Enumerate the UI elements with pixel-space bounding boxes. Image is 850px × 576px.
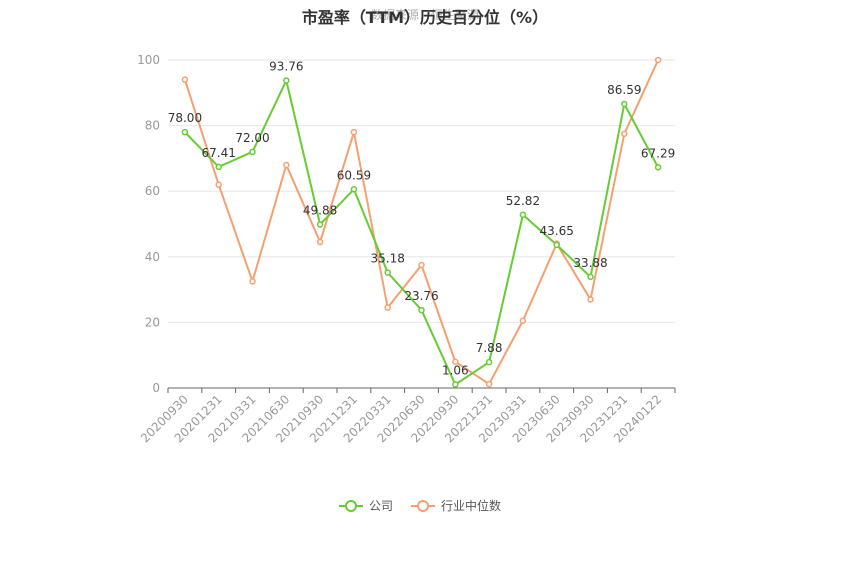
data-point[interactable] [485, 380, 493, 388]
data-label: 52.82 [506, 194, 540, 208]
data-point[interactable] [283, 161, 290, 169]
data-point[interactable] [587, 296, 594, 303]
data-label: 86.59 [607, 83, 641, 97]
data-point[interactable] [316, 238, 324, 246]
data-point[interactable] [384, 304, 391, 311]
y-tick-label: 0 [152, 381, 160, 395]
data-point[interactable] [316, 221, 324, 228]
grid-lines [168, 59, 675, 323]
y-tick-labels: 0 20 40 60 80 100 [137, 53, 160, 395]
data-point[interactable] [350, 186, 358, 193]
data-label: 35.18 [371, 252, 405, 266]
series-line [183, 59, 660, 386]
chart-watermark: 数据来源：恒生聚源 [370, 8, 479, 22]
data-point[interactable] [418, 306, 425, 314]
data-point[interactable] [485, 358, 493, 366]
y-tick-label: 40 [145, 250, 160, 264]
data-point[interactable] [654, 164, 662, 171]
legend-swatch-marker [345, 500, 357, 512]
legend-item-label[interactable]: 公司 [369, 499, 393, 513]
legend: 公司 行业中位数 [339, 498, 501, 513]
y-tick-label: 20 [145, 315, 160, 329]
data-point[interactable] [418, 261, 425, 269]
data-point[interactable] [452, 381, 459, 388]
data-label: 60.59 [337, 168, 371, 182]
data-point[interactable] [519, 317, 527, 325]
data-point[interactable] [283, 77, 290, 84]
data-label: 33.88 [573, 256, 607, 270]
data-label: 49.88 [303, 203, 337, 217]
data-point[interactable] [181, 76, 189, 83]
data-label: 72.00 [235, 131, 269, 145]
data-point[interactable] [587, 273, 594, 281]
data-label: 7.88 [476, 341, 503, 355]
data-label: 67.41 [202, 146, 236, 160]
data-point[interactable] [621, 130, 628, 138]
axes [167, 387, 676, 393]
legend-swatch-marker [417, 500, 429, 512]
data-point[interactable] [350, 128, 358, 136]
y-tick-label: 60 [145, 184, 160, 198]
data-point[interactable] [249, 148, 256, 156]
data-point[interactable] [519, 211, 527, 219]
y-tick-label: 100 [137, 53, 160, 67]
data-label: 1.06 [442, 364, 469, 378]
data-point[interactable] [384, 269, 391, 276]
series-points [181, 56, 662, 388]
data-point[interactable] [215, 181, 222, 188]
data-label: 43.65 [540, 224, 574, 238]
data-label: 67.29 [641, 146, 675, 160]
data-point[interactable] [181, 128, 189, 136]
series-lines [183, 59, 660, 386]
data-label: 93.76 [269, 59, 303, 73]
data-label: 78.00 [168, 111, 202, 125]
data-point[interactable] [452, 358, 459, 366]
legend-item-label[interactable]: 行业中位数 [441, 498, 501, 513]
data-point[interactable] [553, 241, 560, 249]
data-label: 23.76 [404, 289, 438, 303]
x-tick-labels: 2020093020201231202103312021063020210930… [138, 392, 664, 445]
data-point[interactable] [215, 163, 222, 171]
data-point[interactable] [621, 100, 628, 108]
chart-title: 市盈率（TTM）历史百分位（%） [301, 8, 549, 27]
y-tick-label: 80 [145, 119, 160, 133]
data-point[interactable] [249, 278, 256, 285]
data-point[interactable] [654, 56, 662, 64]
